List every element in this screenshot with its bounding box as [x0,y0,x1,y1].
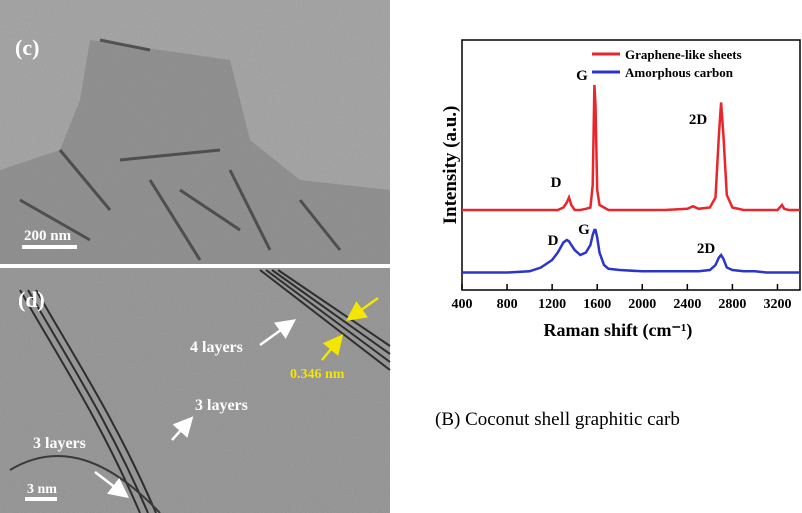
peak-label: D [551,175,562,191]
caption: (B) Coconut shell graphitic carb [435,409,680,430]
x-tick-label: 2400 [673,297,701,312]
raman-chart: Intensity (a.u.) Raman shift (cm⁻¹) 400 8… [440,39,801,341]
annotation: 0.346 nm [290,367,345,382]
series-line [462,228,800,274]
x-axis-title: Raman shift (cm⁻¹) [544,320,693,341]
scale-label: 200 nm [24,228,72,244]
x-tick-label: 1200 [538,297,566,312]
peak-label: 2D [697,241,716,257]
x-tick-label: 800 [497,297,518,312]
panel-label: (d) [18,287,45,312]
annotation: 4 layers [190,339,243,356]
peak-label: G [578,222,590,238]
series-line [462,84,800,212]
annotation: 3 layers [33,435,86,452]
x-tick-label: 1600 [583,297,611,312]
plot-frame [461,39,801,291]
scale-label: 3 nm [27,482,57,497]
x-tick-label: 2800 [718,297,746,312]
peak-label: 2D [689,112,708,128]
legend-label: Amorphous carbon [625,65,734,80]
y-axis-title: Intensity (a.u.) [440,106,461,225]
tem-image-d [0,268,391,513]
x-tick-label: 2000 [628,297,656,312]
panel-label: (c) [15,35,39,60]
x-tick-label: 3200 [763,297,791,312]
tem-image-c [0,0,390,264]
peak-label: D [548,233,559,249]
peak-label: G [576,68,588,84]
legend-label: Graphene-like sheets [625,47,742,62]
x-tick-label: 400 [452,297,473,312]
annotation: 3 layers [195,397,248,414]
